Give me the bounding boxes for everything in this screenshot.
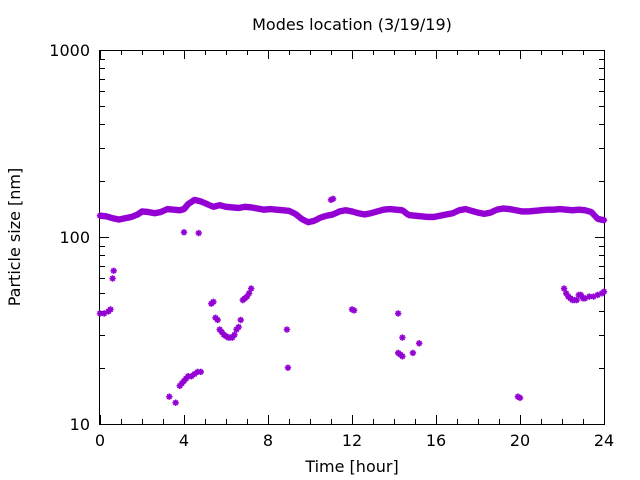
data-point — [516, 394, 524, 402]
axis-ticks — [100, 50, 605, 425]
data-point — [245, 290, 253, 297]
data-point — [284, 364, 292, 371]
data-point — [600, 216, 608, 224]
x-tick-label: 0 — [95, 431, 105, 450]
plot-frame — [99, 50, 605, 425]
data-point — [197, 368, 204, 376]
data-point — [329, 195, 337, 203]
data-point — [180, 229, 188, 236]
data-point — [573, 296, 580, 304]
data-point — [172, 399, 179, 406]
data-point — [110, 267, 117, 274]
x-tick-label: 20 — [510, 431, 530, 450]
data-point — [210, 298, 217, 306]
data-point — [283, 326, 291, 333]
y-axis-label: Particle size [nm] — [5, 168, 24, 307]
data-point — [107, 306, 114, 313]
y-tick-labels: 10 100 1000 — [49, 41, 90, 434]
chart-title: Modes location (3/19/19) — [252, 15, 452, 34]
x-tick-label: 24 — [594, 431, 614, 450]
data-point — [350, 307, 358, 314]
x-tick-label: 12 — [342, 431, 362, 450]
x-tick-label: 4 — [179, 431, 189, 450]
data-point — [399, 353, 406, 360]
x-tick-labels: 0 4 8 12 16 20 24 — [95, 431, 614, 450]
data-point — [231, 331, 238, 338]
data-point — [214, 316, 221, 324]
y-tick-label: 100 — [59, 228, 90, 247]
data-point — [399, 334, 406, 341]
data-point — [166, 393, 173, 400]
data-point — [395, 310, 402, 317]
data-point — [237, 316, 244, 324]
y-tick-label: 10 — [70, 415, 90, 434]
data-point — [586, 293, 593, 300]
data-point — [409, 349, 417, 357]
data-point — [416, 340, 423, 347]
x-axis-label: Time [hour] — [304, 457, 398, 476]
data-point — [248, 285, 255, 292]
data-point — [109, 275, 116, 282]
x-tick-label: 8 — [263, 431, 273, 450]
data-point — [195, 229, 202, 237]
x-tick-label: 16 — [426, 431, 446, 450]
data-point — [235, 323, 242, 331]
data-point — [600, 288, 608, 295]
data-point — [560, 285, 568, 292]
y-tick-label: 1000 — [49, 41, 90, 60]
data-point — [96, 310, 104, 317]
data-points — [96, 195, 608, 406]
